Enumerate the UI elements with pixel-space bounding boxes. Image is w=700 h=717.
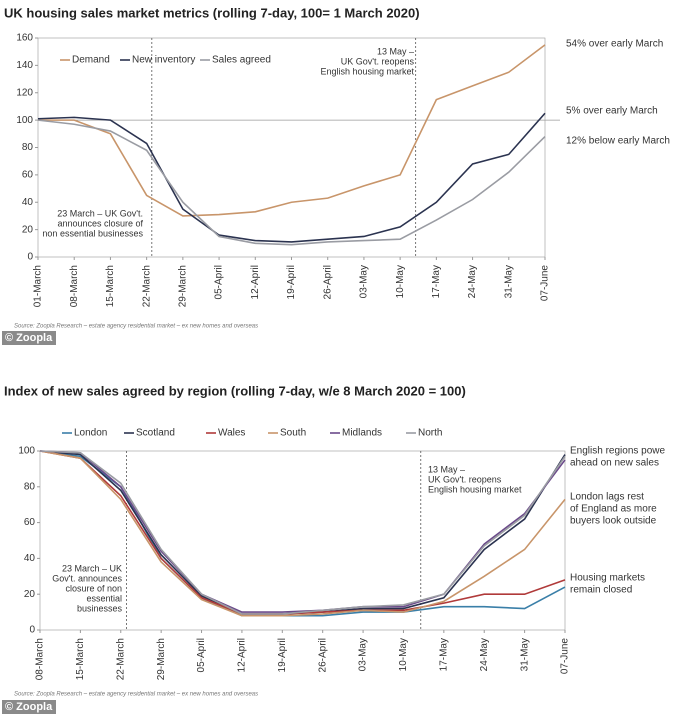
y-tick-label: 40	[24, 553, 36, 564]
y-tick-label: 100	[16, 115, 33, 126]
x-tick-label: 31-May	[519, 638, 530, 671]
annotation: Gov't. announces	[52, 573, 122, 583]
legend-label: Scotland	[136, 428, 175, 439]
y-tick-label: 80	[24, 481, 36, 492]
x-tick-label: 26-April	[322, 265, 333, 299]
x-tick-label: 29-March	[156, 638, 167, 680]
side-note: 54% over early March	[566, 39, 663, 50]
annotation: 23 March – UK	[62, 563, 122, 573]
side-note: buyers look outside	[570, 516, 657, 527]
x-tick-label: 03-May	[359, 265, 370, 298]
legend-label: Wales	[218, 428, 245, 439]
legend-label: London	[74, 428, 107, 439]
series-line	[39, 450, 566, 615]
legend-label: New inventory	[132, 55, 195, 66]
series-line	[39, 450, 566, 613]
annotation: English housing market	[428, 484, 522, 494]
x-tick-label: 07-June	[560, 638, 571, 675]
x-tick-label: 03-May	[358, 638, 369, 671]
legend-label: Midlands	[342, 428, 382, 439]
logo-box	[2, 700, 56, 714]
chart-title: Index of new sales agreed by region (rol…	[4, 383, 466, 398]
legend-label: Sales agreed	[212, 55, 271, 66]
side-note: of England as more	[570, 504, 657, 515]
source: Source: Zoopla Research – estate agency …	[14, 324, 258, 330]
y-tick-label: 40	[22, 197, 34, 208]
y-tick-label: 60	[24, 517, 36, 528]
annotation: UK Gov't. reopens	[341, 56, 415, 66]
y-tick-label: 80	[22, 142, 34, 153]
side-note: 12% below early March	[566, 136, 670, 147]
legend-label: South	[280, 428, 306, 439]
x-tick-label: 15-March	[105, 265, 116, 307]
x-tick-label: 07-June	[540, 265, 551, 302]
y-tick-label: 0	[27, 252, 33, 263]
x-tick-label: 05-April	[196, 638, 207, 672]
side-note: ahead on new sales	[570, 458, 659, 469]
x-tick-label: 12-April	[237, 638, 248, 672]
x-tick-label: 05-April	[214, 265, 225, 299]
x-tick-label: 19-April	[277, 638, 288, 672]
annotation: businesses	[77, 603, 123, 613]
series-line	[39, 450, 566, 617]
x-tick-label: 29-March	[177, 265, 188, 307]
x-tick-label: 08-March	[69, 265, 80, 307]
series-line	[37, 112, 546, 243]
y-tick-label: 100	[18, 446, 35, 457]
source: Source: Zoopla Research – estate agency …	[14, 692, 258, 698]
x-tick-label: 22-March	[115, 638, 126, 680]
annotation: English housing market	[320, 66, 414, 76]
x-tick-label: 15-March	[75, 638, 86, 680]
annotation: announces closure of	[57, 218, 143, 228]
side-note: Housing markets	[570, 573, 645, 584]
x-tick-label: 24-May	[467, 265, 478, 298]
annotation: UK Gov't. reopens	[428, 474, 502, 484]
logo-box	[2, 331, 56, 345]
x-tick-label: 08-March	[35, 638, 46, 680]
legend-label: North	[418, 428, 442, 439]
annotation: 13 May –	[428, 464, 465, 474]
annotation: essential	[86, 593, 122, 603]
side-note: English regions powe	[570, 446, 665, 457]
logo: © Zoopla	[5, 332, 53, 344]
series-line	[37, 119, 546, 246]
y-tick-label: 0	[29, 625, 35, 636]
x-tick-label: 26-April	[317, 638, 328, 672]
series-line	[38, 44, 546, 217]
y-tick-label: 60	[22, 170, 34, 181]
x-tick-label: 01-March	[33, 265, 44, 307]
y-tick-label: 20	[24, 589, 36, 600]
x-tick-label: 10-May	[395, 265, 406, 298]
annotation: 13 May –	[377, 46, 414, 56]
y-tick-label: 120	[16, 87, 33, 98]
chart-title: UK housing sales market metrics (rolling…	[4, 5, 420, 20]
x-tick-label: 17-May	[431, 265, 442, 298]
x-tick-label: 24-May	[479, 638, 490, 671]
x-tick-label: 17-May	[438, 638, 449, 671]
annotation: 23 March – UK Gov't.	[57, 208, 143, 218]
side-note: remain closed	[570, 585, 632, 596]
x-tick-label: 19-April	[286, 265, 297, 299]
x-tick-label: 22-March	[141, 265, 152, 307]
plot-frame	[39, 450, 566, 631]
y-tick-label: 20	[22, 224, 34, 235]
x-tick-label: 31-May	[503, 265, 514, 298]
x-tick-label: 12-April	[250, 265, 261, 299]
side-note: 5% over early March	[566, 106, 658, 117]
y-tick-label: 160	[16, 33, 33, 44]
logo: © Zoopla	[5, 701, 53, 713]
annotation: non essential businesses	[42, 228, 143, 238]
x-tick-label: 10-May	[398, 638, 409, 671]
annotation: closure of non	[65, 583, 122, 593]
series-line	[39, 450, 566, 615]
legend-label: Demand	[72, 55, 110, 66]
y-tick-label: 140	[16, 60, 33, 71]
side-note: London lags rest	[570, 492, 644, 503]
